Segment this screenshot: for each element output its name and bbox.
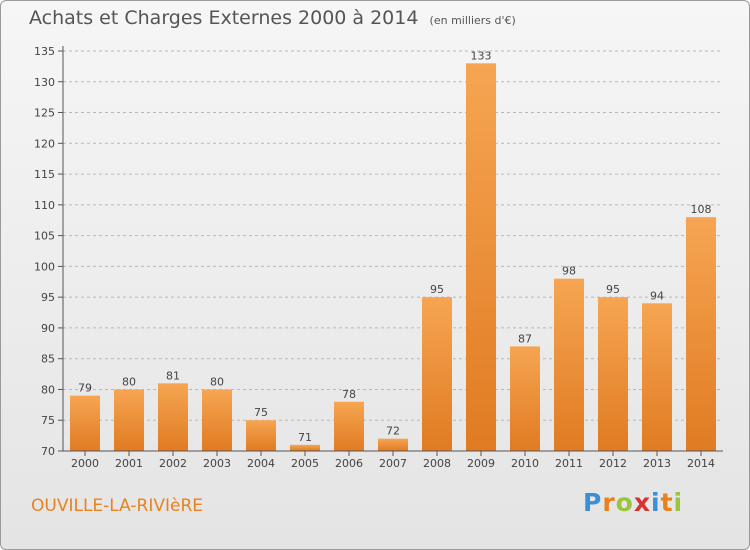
value-label: 98 [562, 265, 576, 278]
value-labels: 79 80 81 80 75 71 78 72 95 133 87 98 95 94 108 [78, 49, 712, 444]
axes [62, 46, 723, 452]
x-tick-label: 2014 [687, 457, 715, 470]
bar [422, 297, 452, 451]
bar [642, 303, 672, 451]
bar [202, 389, 232, 451]
x-tick-label: 2010 [511, 457, 539, 470]
bar [686, 217, 716, 451]
value-label: 80 [122, 375, 136, 388]
x-tick-label: 2003 [203, 457, 231, 470]
x-tick-label: 2011 [555, 457, 583, 470]
value-label: 87 [518, 332, 532, 345]
y-tick-label: 115 [34, 168, 55, 181]
x-tick-label: 2008 [423, 457, 451, 470]
bar [466, 63, 496, 452]
x-tick-label: 2013 [643, 457, 671, 470]
bars [70, 63, 716, 452]
y-tick-label: 90 [41, 322, 55, 335]
y-tick-label: 110 [34, 199, 55, 212]
y-tick-label: 85 [41, 353, 55, 366]
y-tick-label: 75 [41, 414, 55, 427]
logo-letter: P [583, 488, 603, 517]
bar [290, 444, 320, 451]
bar [554, 278, 584, 451]
value-label: 81 [166, 369, 180, 382]
town-name: OUVILLE-LA-RIVIèRE [31, 496, 204, 516]
y-tick-label: 125 [34, 107, 55, 120]
bar [70, 395, 100, 451]
bar [510, 346, 540, 451]
bar [114, 389, 144, 451]
chart-title: Achats et Charges Externes 2000 à 2014 (… [29, 7, 516, 29]
y-tick-label: 95 [41, 291, 55, 304]
y-axis-ticks: 70 75 80 85 90 95 100 105 110 115 120 125 130 135 [34, 45, 63, 458]
y-tick-label: 100 [34, 260, 55, 273]
bar [158, 383, 188, 451]
logo-letter: i [673, 488, 684, 517]
value-label: 79 [78, 382, 92, 395]
x-tick-label: 2004 [247, 457, 275, 470]
x-tick-label: 2009 [467, 457, 495, 470]
bar [378, 438, 408, 451]
value-label: 72 [386, 425, 400, 438]
x-tick-label: 2012 [599, 457, 627, 470]
value-label: 94 [650, 289, 664, 302]
chart-unit-label: (en milliers d'€) [429, 14, 516, 27]
logo-letter: o [615, 488, 634, 517]
value-label: 95 [606, 283, 620, 296]
value-label: 75 [254, 406, 268, 419]
value-label: 133 [471, 49, 492, 62]
logo-letter: i [651, 488, 661, 517]
value-label: 80 [210, 375, 224, 388]
value-label: 71 [298, 431, 312, 444]
y-tick-label: 105 [34, 230, 55, 243]
x-tick-label: 2001 [115, 457, 143, 470]
x-axis-ticks: 2000 2001 2002 2003 2004 2005 2006 2007 2008 2009… [71, 451, 715, 470]
value-label: 95 [430, 283, 444, 296]
value-label: 108 [691, 203, 712, 216]
y-tick-label: 80 [41, 383, 55, 396]
y-tick-label: 70 [41, 445, 55, 458]
value-label: 78 [342, 388, 356, 401]
y-tick-label: 135 [34, 45, 55, 58]
logo-letter: r [602, 488, 616, 517]
bar [598, 297, 628, 451]
x-tick-label: 2005 [291, 457, 319, 470]
bar [246, 420, 276, 451]
y-tick-label: 120 [34, 137, 55, 150]
proxiti-logo: Proxiti [583, 488, 683, 517]
x-tick-label: 2006 [335, 457, 363, 470]
x-tick-label: 2007 [379, 457, 407, 470]
logo-letter: x [633, 488, 651, 517]
bar [334, 401, 364, 451]
chart-title-text: Achats et Charges Externes 2000 à 2014 [29, 7, 419, 29]
x-tick-label: 2002 [159, 457, 187, 470]
logo-letter: t [660, 488, 674, 517]
y-tick-label: 130 [34, 76, 55, 89]
x-tick-label: 2000 [71, 457, 99, 470]
